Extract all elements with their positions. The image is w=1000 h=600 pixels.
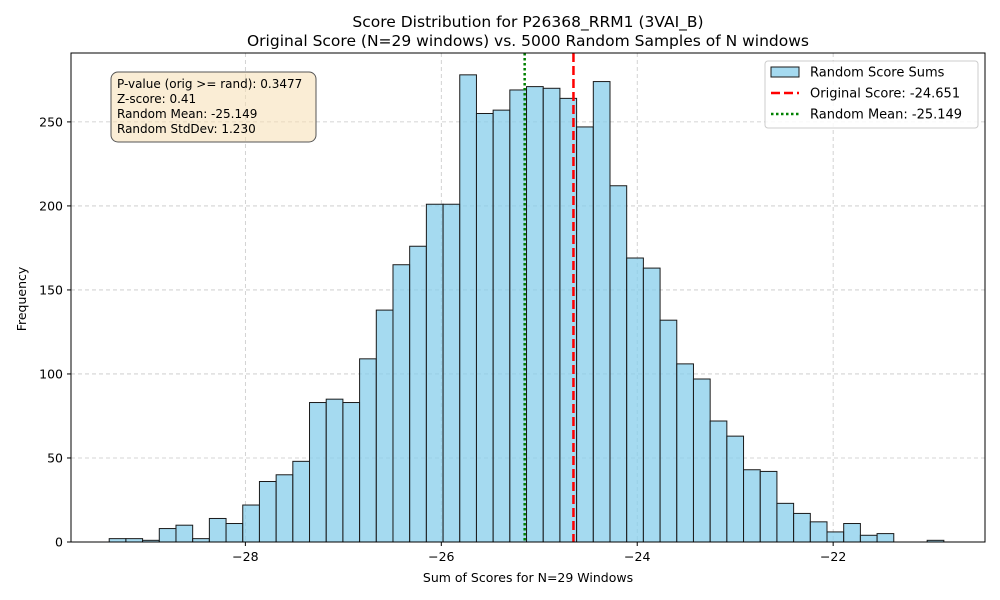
histogram-bar: [843, 523, 861, 543]
histogram-bar: [192, 538, 210, 543]
histogram-bar: [743, 469, 761, 543]
histogram-bar: [342, 402, 361, 543]
histogram-bars: [108, 74, 945, 543]
histogram-bar: [375, 309, 394, 543]
histogram-bar: [642, 267, 661, 543]
stats-line: P-value (orig >= rand): 0.3477: [117, 77, 302, 91]
histogram-bar: [392, 264, 411, 543]
x-tick-label: −24: [624, 549, 650, 564]
y-tick-label: 150: [39, 282, 63, 297]
x-tick-label: −26: [428, 549, 454, 564]
histogram-bar: [359, 358, 377, 543]
histogram-bar: [726, 435, 745, 543]
x-axis-label: Sum of Scores for N=29 Windows: [423, 570, 633, 585]
chart-title: Score Distribution for P26368_RRM1 (3VAI…: [352, 13, 703, 32]
histogram-bar: [258, 481, 277, 543]
histogram-bar: [659, 319, 678, 543]
y-tick-label: 250: [39, 114, 63, 129]
histogram-bar: [793, 512, 811, 543]
histogram-bar: [208, 517, 227, 543]
histogram-bar: [175, 524, 194, 543]
y-tick-label: 0: [55, 535, 63, 550]
histogram-bar: [876, 533, 895, 543]
histogram-bar: [309, 402, 327, 543]
histogram-bar: [425, 203, 444, 543]
histogram-bar: [826, 531, 845, 543]
histogram-bar: [776, 502, 795, 543]
histogram-bar: [442, 203, 461, 543]
histogram-bar: [542, 87, 561, 543]
stats-line: Random Mean: -25.149: [117, 107, 257, 121]
histogram-bar: [325, 398, 344, 543]
x-tick-label: −22: [820, 549, 846, 564]
histogram-bar: [475, 112, 494, 543]
histogram-bar: [275, 474, 294, 543]
stats-line: Random StdDev: 1.230: [117, 122, 256, 136]
histogram-bar: [225, 523, 244, 543]
y-tick-label: 100: [39, 366, 63, 381]
legend-label: Random Mean: -25.149: [810, 108, 962, 123]
legend-frame: [764, 60, 979, 129]
y-tick-label: 50: [47, 450, 63, 465]
x-tick-label: −28: [232, 549, 258, 564]
histogram-bar: [592, 81, 611, 543]
y-axis-label: Frequency: [14, 266, 29, 331]
histogram-bar: [809, 521, 828, 543]
histogram-bar: [576, 126, 594, 543]
histogram-bar: [492, 109, 511, 543]
axis-ticks: −28 −26 −24 −22 0 50 100 150 200 250: [39, 114, 846, 564]
legend-label: Random Score Sums: [810, 66, 945, 81]
histogram-bar: [158, 528, 177, 543]
histogram-bar: [676, 363, 694, 543]
histogram-bar: [709, 420, 728, 543]
histogram-bar: [692, 378, 711, 543]
reference-lines: [523, 53, 575, 542]
histogram-bar: [609, 185, 628, 543]
histogram-bar: [459, 74, 477, 543]
histogram-bar: [526, 86, 544, 543]
histogram-bar: [409, 245, 427, 543]
legend: Random Score Sums Original Score: -24.651…: [764, 60, 979, 129]
histogram-bar: [626, 257, 644, 543]
histogram-bar: [759, 470, 778, 543]
stats-box-background: [110, 71, 317, 143]
histogram-bar: [125, 538, 144, 543]
y-tick-label: 200: [39, 198, 63, 213]
histogram-bar: [859, 534, 878, 543]
stats-line: Z-score: 0.41: [117, 92, 196, 106]
histogram-bar: [108, 538, 127, 543]
chart-subtitle: Original Score (N=29 windows) vs. 5000 R…: [247, 32, 809, 50]
histogram-bar: [292, 460, 311, 543]
plot-frame: [70, 52, 986, 543]
legend-label: Original Score: -24.651: [810, 87, 960, 102]
histogram-bar: [242, 504, 260, 543]
legend-swatch-histogram: [770, 66, 800, 78]
